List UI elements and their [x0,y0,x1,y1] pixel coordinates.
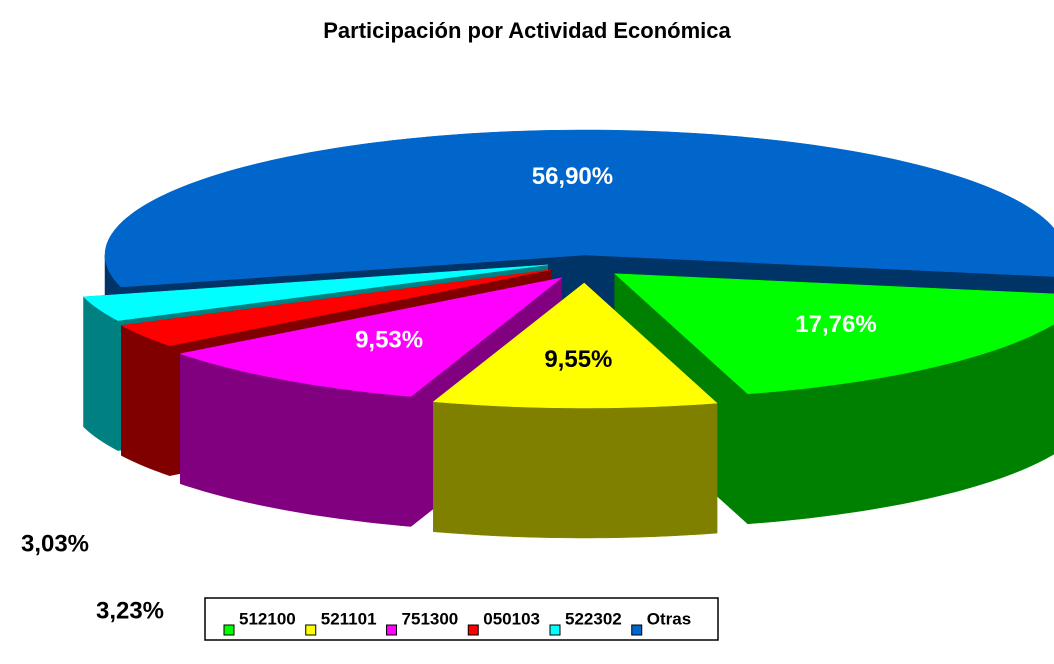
slice [83,264,548,321]
legend-swatch [305,624,317,636]
chart-title: Participación por Actividad Económica [323,18,731,43]
slice [432,282,718,539]
slice [104,129,1054,288]
legend-swatch [467,624,479,636]
legend-swatch [223,624,235,636]
data-label: 17,76% [795,311,876,338]
slice-outer-wall [433,401,718,539]
data-label: 3,23% [96,597,164,624]
data-label: 56,90% [532,163,613,190]
legend-label: 512100 [239,609,296,628]
slice [120,269,552,346]
legend-label: 751300 [402,609,459,628]
slice [432,282,718,409]
slice [179,277,562,397]
data-label: 3,03% [21,530,89,557]
legend-label: 050103 [483,609,540,628]
legend-label: 521101 [321,609,377,628]
slice-outer-wall [121,325,170,477]
legend-label: 522302 [565,609,622,628]
legend-swatch [631,624,643,636]
legend-label: Otras [647,609,691,628]
legend: 512100 521101 751300 050103 522302 Otras [223,609,691,636]
pie [83,129,1054,539]
data-label: 9,53% [355,326,423,353]
labels: 17,76% 9,55% 9,53% 3,03% 3,23% 56,90% [21,163,877,624]
slice-outer-wall [83,296,119,452]
legend-swatch [386,624,398,636]
data-label: 9,55% [544,346,612,373]
legend-swatch [549,624,561,636]
slice [614,273,1054,395]
